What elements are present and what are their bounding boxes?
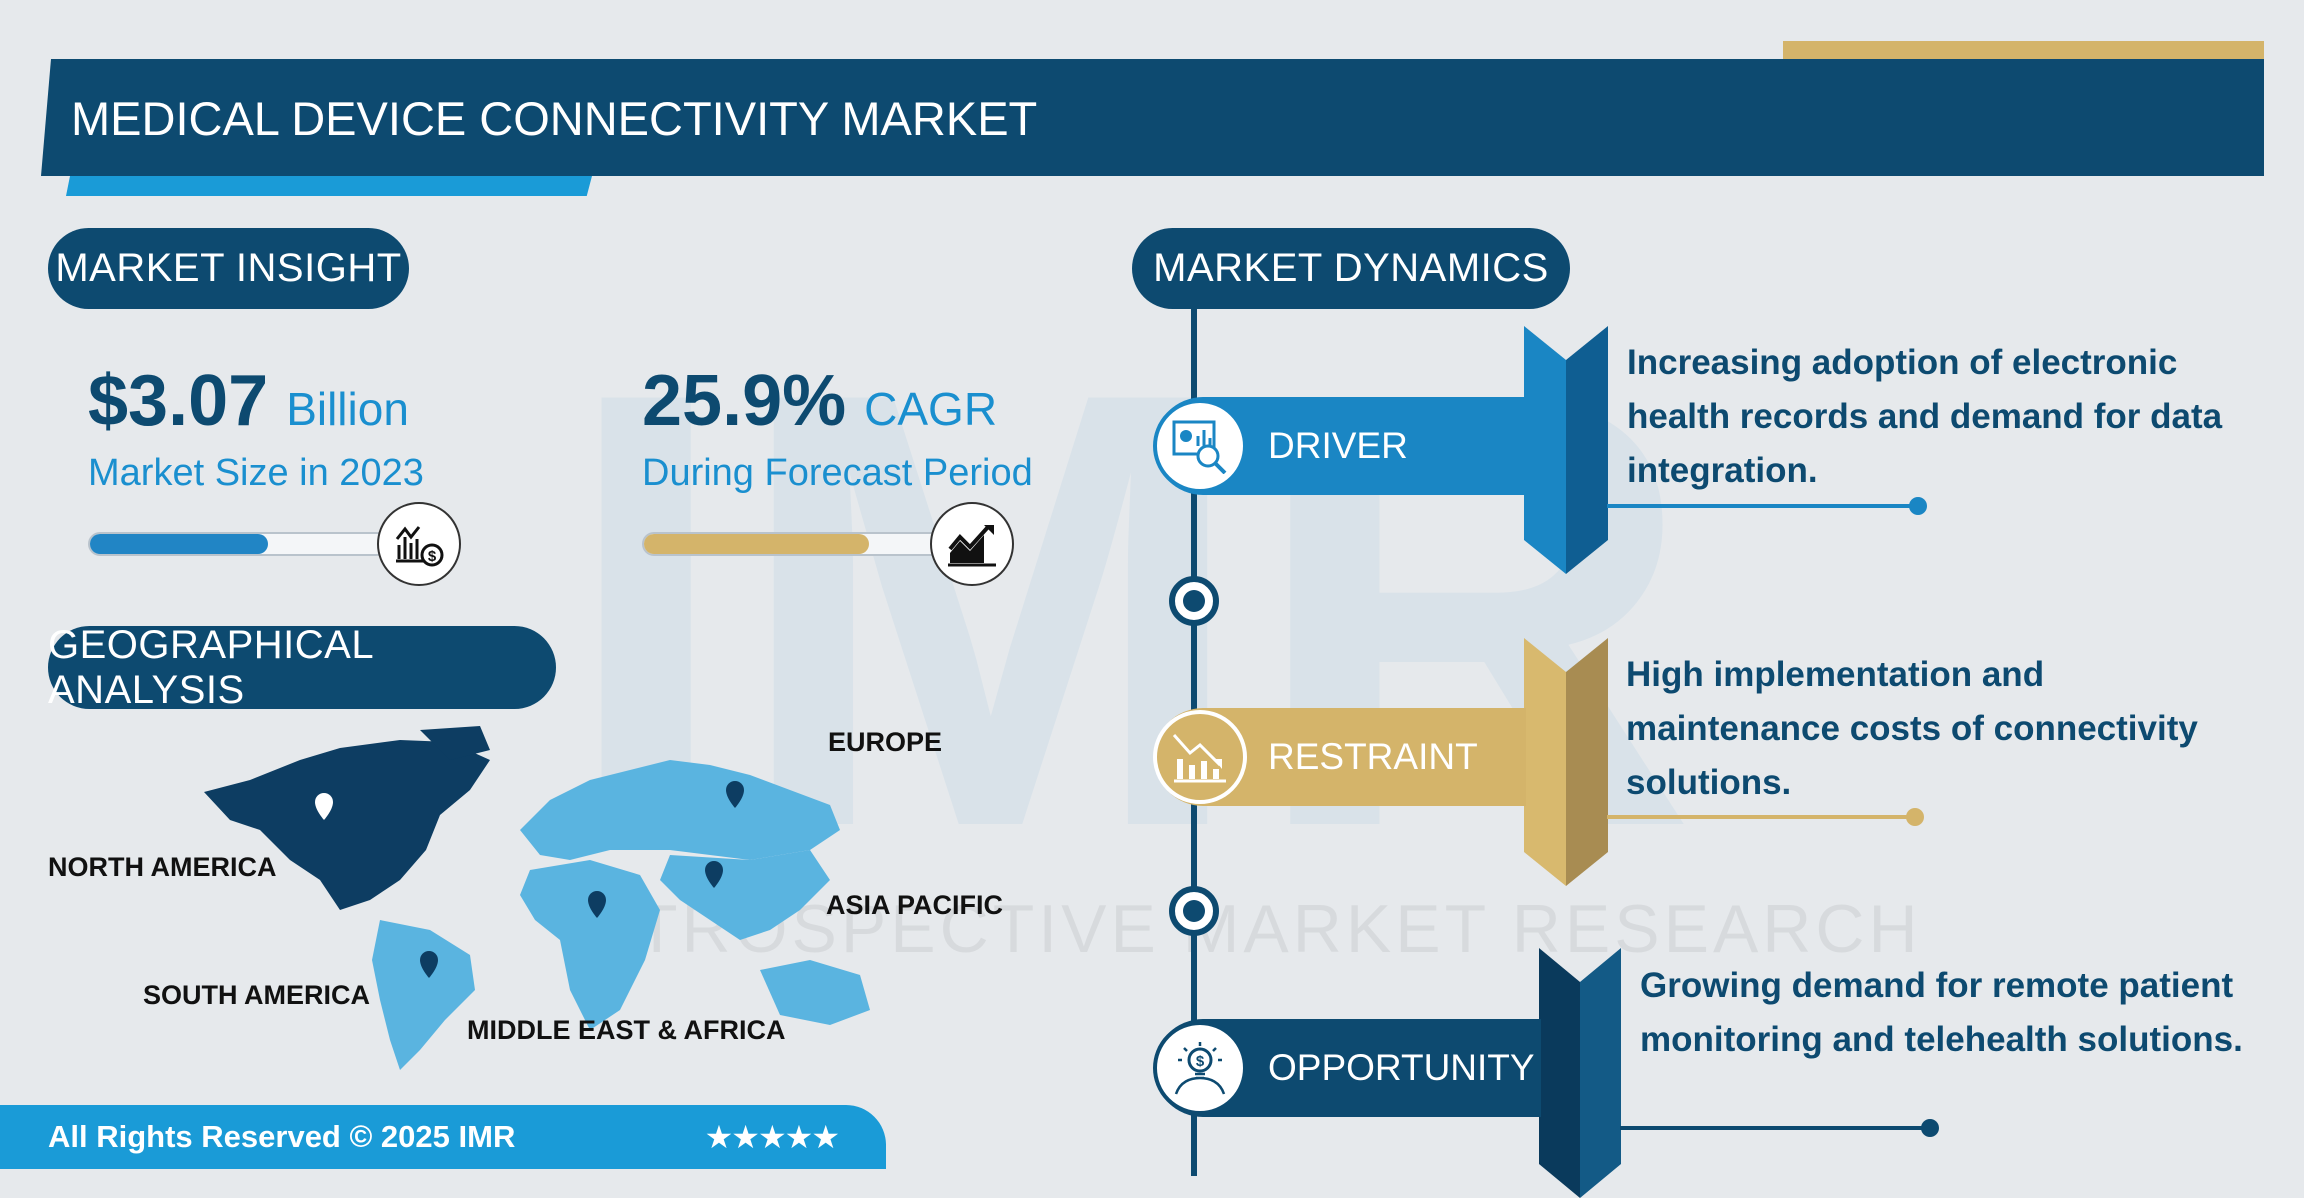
- driver-ribbon: [1524, 326, 1608, 574]
- map-south-america: [372, 920, 475, 1070]
- restraint-description: High implementation and maintenance cost…: [1626, 655, 2198, 802]
- pin-north-america-icon: [315, 793, 333, 820]
- data-analysis-icon: [1153, 399, 1247, 493]
- header-gold-strip: [1783, 41, 2264, 59]
- market-size: $3.07 Billion: [88, 360, 409, 442]
- market-size-value: $3.07: [88, 361, 269, 441]
- geographical-analysis-heading: GEOGRAPHICAL ANALYSIS: [48, 623, 556, 712]
- market-dynamics-heading: MARKET DYNAMICS: [1132, 228, 1570, 309]
- pin-europe-icon: [726, 781, 744, 808]
- declining-chart-icon: [1153, 710, 1247, 804]
- footer-bar: All Rights Reserved © 2025 IMR ★★★★★: [0, 1105, 886, 1169]
- world-map: [204, 726, 870, 1070]
- cagr: 25.9% CAGR: [642, 360, 997, 442]
- copyright-text: All Rights Reserved © 2025 IMR: [48, 1119, 516, 1154]
- restraint-label: RESTRAINT: [1268, 736, 1478, 777]
- map-north-america: [204, 726, 490, 910]
- cagr-progress: [642, 532, 942, 556]
- growth-chart-icon: [930, 502, 1014, 586]
- region-label-middle-east-africa: MIDDLE EAST & AFRICA: [467, 1015, 786, 1045]
- svg-text:$: $: [428, 548, 437, 565]
- opportunity-underline: [1620, 1119, 1939, 1137]
- map-asia-pacific: [660, 850, 830, 940]
- restraint-ribbon: [1524, 638, 1608, 886]
- cagr-label: During Forecast Period: [642, 452, 1033, 494]
- driver-description: Increasing adoption of electronic health…: [1627, 343, 2223, 490]
- map-africa: [520, 860, 660, 1030]
- market-size-progress: [88, 532, 388, 556]
- opportunity-label: OPPORTUNITY: [1268, 1047, 1535, 1088]
- chart-dollar-icon: $: [377, 502, 461, 586]
- region-label-south-america: SOUTH AMERICA: [143, 980, 370, 1010]
- pin-asia-pacific-icon: [705, 861, 723, 888]
- page-title: MEDICAL DEVICE CONNECTIVITY MARKET: [71, 92, 1038, 145]
- driver-underline: [1607, 497, 1927, 515]
- region-label-north-america: NORTH AMERICA: [48, 852, 277, 882]
- header-bar: MEDICAL DEVICE CONNECTIVITY MARKET: [41, 59, 2264, 176]
- market-size-label: Market Size in 2023: [88, 452, 424, 494]
- region-label-europe: EUROPE: [828, 727, 943, 757]
- opportunity-ribbon: [1539, 948, 1621, 1198]
- pin-africa-icon: [588, 891, 606, 918]
- opportunity-description: Growing demand for remote patient monito…: [1640, 966, 2243, 1059]
- restraint-underline: [1607, 808, 1924, 826]
- market-size-unit: Billion: [286, 383, 409, 435]
- rating-stars: ★★★★★: [704, 1119, 840, 1155]
- svg-text:$: $: [1196, 1053, 1205, 1070]
- timeline-node: [1169, 576, 1219, 626]
- pin-south-america-icon: [420, 951, 438, 978]
- idea-dollar-icon: $: [1153, 1021, 1247, 1115]
- header-blue-strip: [66, 176, 592, 196]
- map-europe: [520, 760, 840, 860]
- timeline-node: [1169, 886, 1219, 936]
- map-australia: [760, 960, 870, 1025]
- cagr-value: 25.9%: [642, 361, 847, 441]
- market-insight-heading: MARKET INSIGHT: [48, 228, 409, 309]
- driver-label: DRIVER: [1268, 425, 1408, 466]
- cagr-unit: CAGR: [864, 383, 998, 435]
- region-label-asia-pacific: ASIA PACIFIC: [826, 890, 1004, 920]
